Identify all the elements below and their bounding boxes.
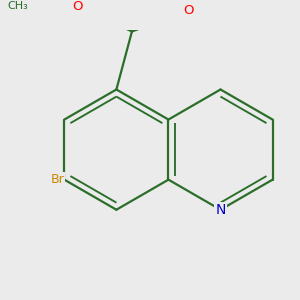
Text: O: O bbox=[72, 0, 83, 13]
Text: O: O bbox=[183, 4, 194, 17]
Text: N: N bbox=[215, 203, 226, 217]
Text: CH₃: CH₃ bbox=[7, 1, 28, 11]
Text: Br: Br bbox=[51, 173, 64, 186]
